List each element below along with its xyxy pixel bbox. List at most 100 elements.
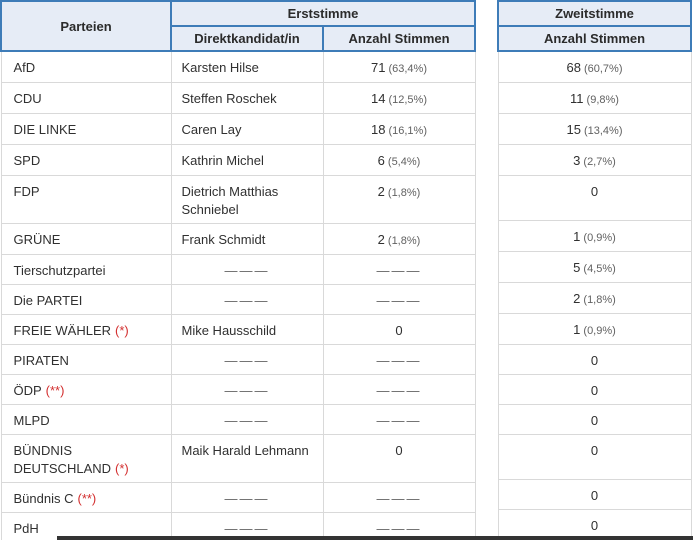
party-label: GRÜNE [13, 232, 61, 247]
vote-count: ——— [376, 413, 422, 428]
table-row: PIRATEN ——— ——— [0, 344, 476, 375]
erststimme-tbody: AfD Karsten Hilse 71 (63,4%) CDU Steffen Rosc… [0, 50, 476, 540]
vote-count: ——— [376, 491, 422, 506]
erststimme-table-header: Parteien Erststimme Direktkandidat/in An… [0, 0, 476, 52]
vote-count: 1 [573, 229, 581, 244]
vote-count: 0 [590, 443, 599, 458]
vote-count: 6 [377, 153, 385, 168]
candidate-cell: Karsten Hilse [170, 50, 324, 83]
table-row: BÜNDNIS DEUTSCHLAND (*) Maik Harald Lehman… [0, 434, 476, 483]
party-label: MLPD [13, 413, 50, 428]
erststimme-votes-cell: 2 (1,8%) [322, 175, 476, 224]
zweitstimme-votes-cell: 2 (1,8%) [497, 282, 692, 314]
header-row-sub: Direktkandidat/in Anzahl Stimmen [1, 25, 476, 52]
vote-count: 15 [566, 122, 581, 137]
vote-percentage: (4,5%) [583, 263, 616, 275]
party-cell: ÖDP (**) [0, 374, 172, 405]
candidate-name: Maik Harald Lehmann [181, 443, 309, 458]
candidate-cell: Dietrich Matthias Schniebel [170, 175, 324, 224]
vote-count: 5 [573, 260, 581, 275]
vote-count: 3 [573, 153, 581, 168]
candidate-name: Mike Hausschild [181, 323, 277, 338]
zweitstimme-votes-cell: 0 [497, 434, 692, 480]
candidate-name: ——— [224, 413, 270, 428]
candidate-name: Karsten Hilse [181, 60, 259, 75]
party-label: SPD [13, 153, 41, 168]
party-cell: FREIE WÄHLER (*) [0, 314, 172, 345]
vote-percentage: (1,8%) [583, 294, 616, 306]
table-row: 0 [497, 479, 692, 510]
zweitstimme-votes-cell: 5 (4,5%) [497, 251, 692, 283]
zweitstimme-table-header: Zweitstimme Anzahl Stimmen [497, 0, 692, 52]
candidate-cell: Kathrin Michel [170, 144, 324, 176]
horizontal-scrollbar[interactable] [57, 536, 693, 540]
candidate-name: Dietrich Matthias Schniebel [181, 184, 279, 217]
header-row-top: Parteien Erststimme [0, 0, 476, 52]
party-cell: DIE LINKE [0, 113, 172, 145]
vote-percentage: (60,7%) [583, 63, 623, 75]
party-label: FDP [13, 184, 40, 199]
party-marker: (*) [115, 323, 129, 338]
vote-count: ——— [376, 521, 422, 536]
erststimme-votes-cell: 71 (63,4%) [322, 50, 476, 83]
vote-count: 11 [570, 91, 584, 106]
vote-percentage: (16,1%) [388, 125, 427, 137]
header-anzahl-stimmen-erst: Anzahl Stimmen [322, 25, 476, 52]
vote-count: 0 [590, 353, 599, 368]
party-marker: (*) [115, 461, 129, 476]
table-row: FDP Dietrich Matthias Schniebel 2 (1,8%) [0, 175, 476, 224]
party-label: ÖDP [13, 383, 42, 398]
header-row-sub: Anzahl Stimmen [497, 25, 692, 52]
table-row: 0 [497, 344, 692, 375]
party-cell: AfD [0, 50, 172, 83]
party-cell: GRÜNE [0, 223, 172, 255]
candidate-cell: Frank Schmidt [170, 223, 324, 255]
zweitstimme-votes-cell: 0 [497, 374, 692, 405]
candidate-name: ——— [224, 491, 270, 506]
table-row: 5 (4,5%) [497, 251, 692, 283]
candidate-cell: ——— [170, 512, 324, 540]
candidate-name: Kathrin Michel [181, 153, 264, 168]
party-cell: Tierschutzpartei [0, 254, 172, 285]
erststimme-votes-cell: 6 (5,4%) [322, 144, 476, 176]
vote-percentage: (1,8%) [387, 235, 421, 247]
party-label: Tierschutzpartei [13, 263, 106, 278]
candidate-cell: Steffen Roschek [170, 82, 324, 114]
party-label: AfD [13, 60, 36, 75]
vote-count: 0 [590, 383, 599, 398]
party-marker: (**) [45, 383, 65, 398]
vote-count: 1 [573, 322, 581, 337]
table-row: Tierschutzpartei ——— ——— [0, 254, 476, 285]
vote-count: 0 [590, 413, 599, 428]
table-row: CDU Steffen Roschek 14 (12,5%) [0, 82, 476, 114]
zweitstimme-votes-cell: 1 (0,9%) [497, 220, 692, 252]
vote-percentage: (0,9%) [583, 232, 616, 244]
table-row: 15 (13,4%) [497, 113, 692, 145]
party-cell: BÜNDNIS DEUTSCHLAND (*) [0, 434, 172, 483]
header-parteien: Parteien [0, 0, 172, 52]
zweitstimme-votes-cell: 3 (2,7%) [497, 144, 692, 176]
table-row: PdH ——— ——— [0, 512, 476, 540]
candidate-name: ——— [224, 383, 270, 398]
header-direktkandidat: Direktkandidat/in [170, 25, 324, 52]
candidate-name: ——— [224, 353, 270, 368]
vote-count: 0 [395, 443, 403, 458]
vote-percentage: (0,9%) [583, 325, 616, 337]
table-row: 0 [497, 434, 692, 480]
table-row: 0 [497, 509, 692, 540]
erststimme-votes-cell: 0 [322, 314, 476, 345]
candidate-cell: ——— [170, 374, 324, 405]
erststimme-votes-cell: ——— [322, 344, 476, 375]
party-label: CDU [13, 91, 42, 106]
vote-percentage: (12,5%) [388, 94, 427, 106]
vote-count: 2 [377, 184, 385, 199]
candidate-name: ——— [224, 293, 270, 308]
party-label: FREIE WÄHLER [13, 323, 112, 338]
vote-count: 2 [573, 291, 581, 306]
zweitstimme-votes-cell: 11 (9,8%) [497, 82, 692, 114]
zweitstimme-tbody: 68 (60,7%) 11 (9,8%) 15 (13,4%) 3 (2,7%) 0 1 (0,9%… [497, 50, 692, 540]
vote-count: ——— [376, 293, 422, 308]
vote-count: 0 [395, 323, 403, 338]
vote-percentage: (9,8%) [586, 94, 619, 106]
